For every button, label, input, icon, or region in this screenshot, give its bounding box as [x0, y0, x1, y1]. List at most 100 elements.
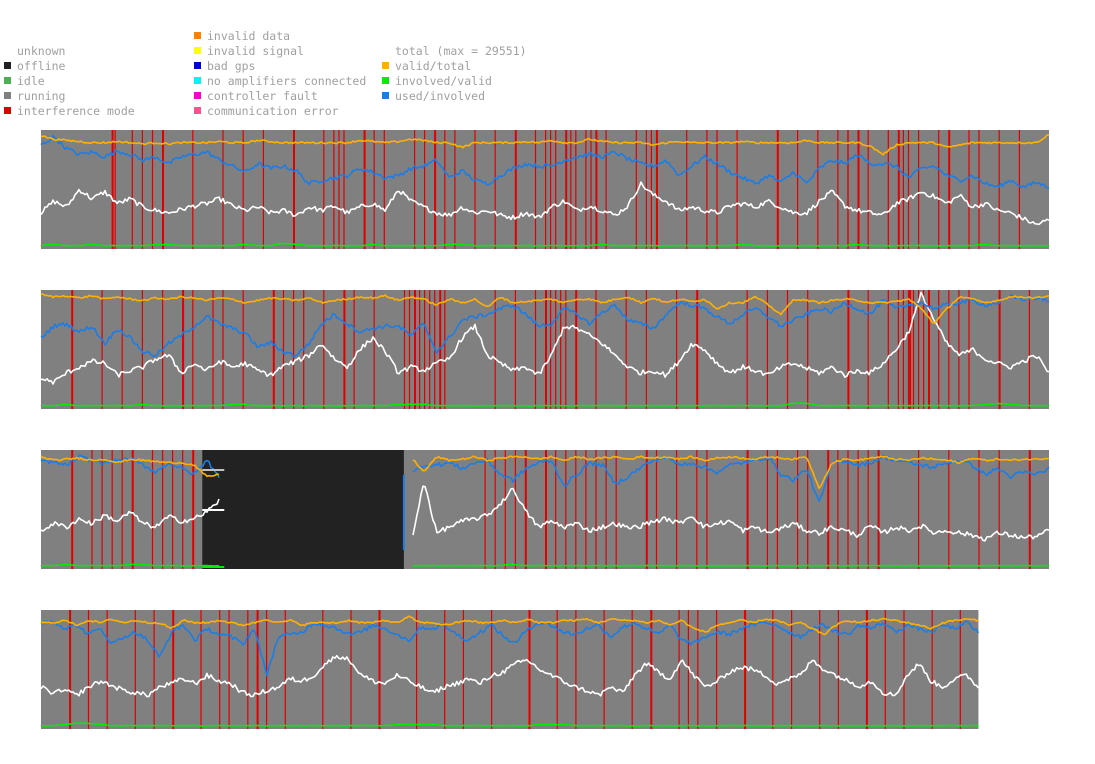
interference-mark: [528, 610, 531, 729]
legend-swatch: [4, 107, 11, 114]
interference-mark: [101, 450, 103, 569]
legend-item-involved-valid: involved/valid: [382, 74, 492, 89]
legend-item-bad-gps: bad gps: [194, 59, 255, 74]
interference-mark: [172, 450, 174, 569]
legend-swatch: [382, 92, 389, 99]
interference-mark: [111, 450, 113, 569]
interference-mark: [131, 450, 134, 569]
used-involved-line: [40, 620, 980, 677]
interference-mark: [907, 290, 910, 409]
interference-mark: [585, 130, 587, 249]
interference-mark: [867, 130, 869, 249]
interference-mark: [998, 450, 1000, 569]
legend: unknown offline idle running interferenc…: [0, 0, 1095, 130]
interference-mark: [887, 130, 889, 249]
legend-swatch: [382, 62, 389, 69]
legend-label: offline: [17, 59, 66, 73]
valid-total-line: [40, 134, 1050, 156]
interference-mark: [884, 610, 886, 729]
interference-mark: [182, 290, 185, 409]
interference-mark: [902, 130, 904, 249]
interference-mark: [590, 130, 592, 249]
interference-mark: [293, 290, 295, 409]
interference-mark: [897, 130, 900, 249]
interference-mark: [696, 450, 698, 569]
interference-mark: [514, 130, 517, 249]
interference-mark: [706, 450, 708, 569]
used-involved-line: [40, 134, 1050, 190]
interference-mark: [373, 290, 375, 409]
interference-mark: [71, 290, 74, 409]
interference-mark: [378, 610, 381, 729]
interference-mark: [791, 610, 793, 729]
interference-mark: [141, 130, 143, 249]
legend-swatch: [194, 32, 201, 39]
involved-valid-line: [40, 402, 1050, 407]
interference-mark: [686, 130, 688, 249]
interference-mark: [494, 290, 496, 409]
valid-total-line: [40, 615, 979, 636]
interference-mark: [114, 130, 116, 249]
legend-swatch: [382, 47, 389, 54]
interference-mark: [595, 450, 597, 569]
legend-item-no-amplifiers: no amplifiers connected: [194, 74, 366, 89]
legend-label: interference mode: [17, 104, 135, 118]
interference-mark: [256, 610, 259, 729]
interference-mark: [333, 130, 335, 249]
interference-mark: [242, 290, 244, 409]
interference-mark: [931, 610, 933, 729]
interference-mark: [121, 450, 123, 569]
interference-mark: [444, 130, 446, 249]
interference-mark: [837, 130, 839, 249]
interference-mark: [867, 450, 869, 569]
interference-mark: [550, 290, 552, 409]
interference-mark: [744, 610, 747, 729]
legend-label: used/involved: [395, 89, 486, 103]
interference-mark: [439, 290, 442, 409]
interference-mark: [343, 130, 345, 249]
interference-mark: [928, 290, 930, 409]
interference-mark: [605, 130, 607, 249]
legend-label: communication error: [207, 104, 339, 118]
interference-mark: [284, 610, 286, 729]
interference-mark: [200, 610, 202, 729]
interference-mark: [687, 610, 689, 729]
interference-mark: [534, 130, 537, 249]
legend-swatch: [194, 107, 201, 114]
interference-mark: [131, 130, 133, 249]
interference-mark: [786, 290, 789, 409]
legend-item-invalid-signal: invalid signal: [194, 44, 304, 59]
interference-mark: [923, 290, 925, 409]
legend-item-total: total (max = 29551): [382, 44, 527, 59]
interference-mark: [978, 130, 980, 249]
legend-label: invalid signal: [207, 44, 304, 58]
interference-mark: [322, 610, 324, 729]
interference-mark: [938, 290, 940, 409]
interference-mark: [676, 290, 678, 409]
interference-mark: [697, 610, 699, 729]
interference-mark: [746, 290, 748, 409]
interference-mark: [494, 450, 496, 569]
legend-label: controller fault: [207, 89, 318, 103]
interference-mark: [912, 290, 915, 409]
interference-mark: [776, 450, 778, 569]
interference-mark: [645, 450, 648, 569]
interference-mark: [424, 290, 426, 409]
interference-mark: [847, 450, 849, 569]
interference-mark: [857, 450, 859, 569]
interference-mark: [454, 130, 456, 249]
interference-mark: [909, 290, 912, 409]
legend-item-controller-fault: controller fault: [194, 89, 318, 104]
interference-mark: [575, 610, 577, 729]
interference-mark: [948, 450, 950, 569]
interference-mark: [182, 450, 184, 569]
legend-item-interference-mode: interference mode: [4, 104, 135, 119]
interference-mark: [1028, 450, 1031, 569]
interference-mark: [635, 130, 637, 249]
interference-mark: [716, 130, 718, 249]
interference-mark: [678, 610, 680, 729]
interference-mark: [504, 450, 506, 569]
interference-mark: [555, 290, 557, 409]
interference-mark: [595, 290, 597, 409]
interference-mark: [827, 450, 830, 569]
